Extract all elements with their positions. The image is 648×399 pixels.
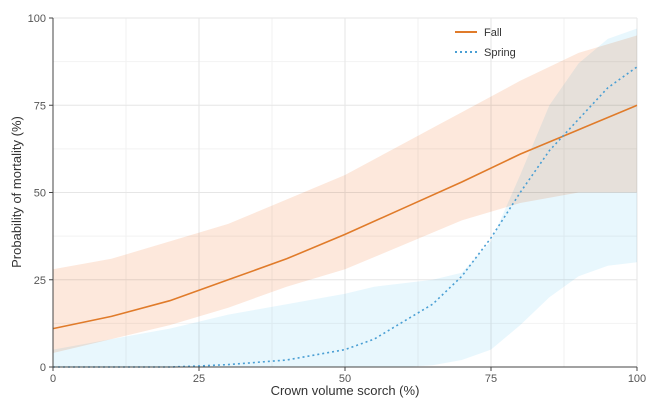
series-line-fall — [52, 104, 638, 330]
y-tick-label: 25 — [34, 275, 46, 287]
confidence-band-fall — [53, 35, 637, 354]
x-tick-label: 50 — [339, 373, 351, 385]
tick-labels: 0 25 50 75 100 0 25 50 75 100 — [28, 13, 647, 385]
x-axis-title: Crown volume scorch (%) — [271, 383, 420, 398]
x-tick-label: 0 — [50, 373, 56, 385]
series-line-spring — [53, 66, 638, 368]
legend: Fall Spring — [455, 27, 516, 59]
series-lines — [52, 66, 638, 368]
x-tick-label: 25 — [193, 373, 205, 385]
x-tick-label: 75 — [485, 373, 497, 385]
confidence-band-spring — [53, 28, 637, 367]
y-axis-title: Probability of mortality (%) — [9, 116, 24, 268]
x-tick-label: 100 — [628, 373, 646, 385]
legend-label-spring: Spring — [484, 47, 516, 59]
y-tick-label: 0 — [40, 362, 46, 374]
confidence-bands — [53, 28, 637, 367]
axes — [49, 17, 638, 371]
y-tick-label: 75 — [34, 100, 46, 112]
legend-label-fall: Fall — [484, 27, 502, 39]
y-tick-label: 50 — [34, 188, 46, 200]
y-tick-label: 100 — [28, 13, 46, 25]
